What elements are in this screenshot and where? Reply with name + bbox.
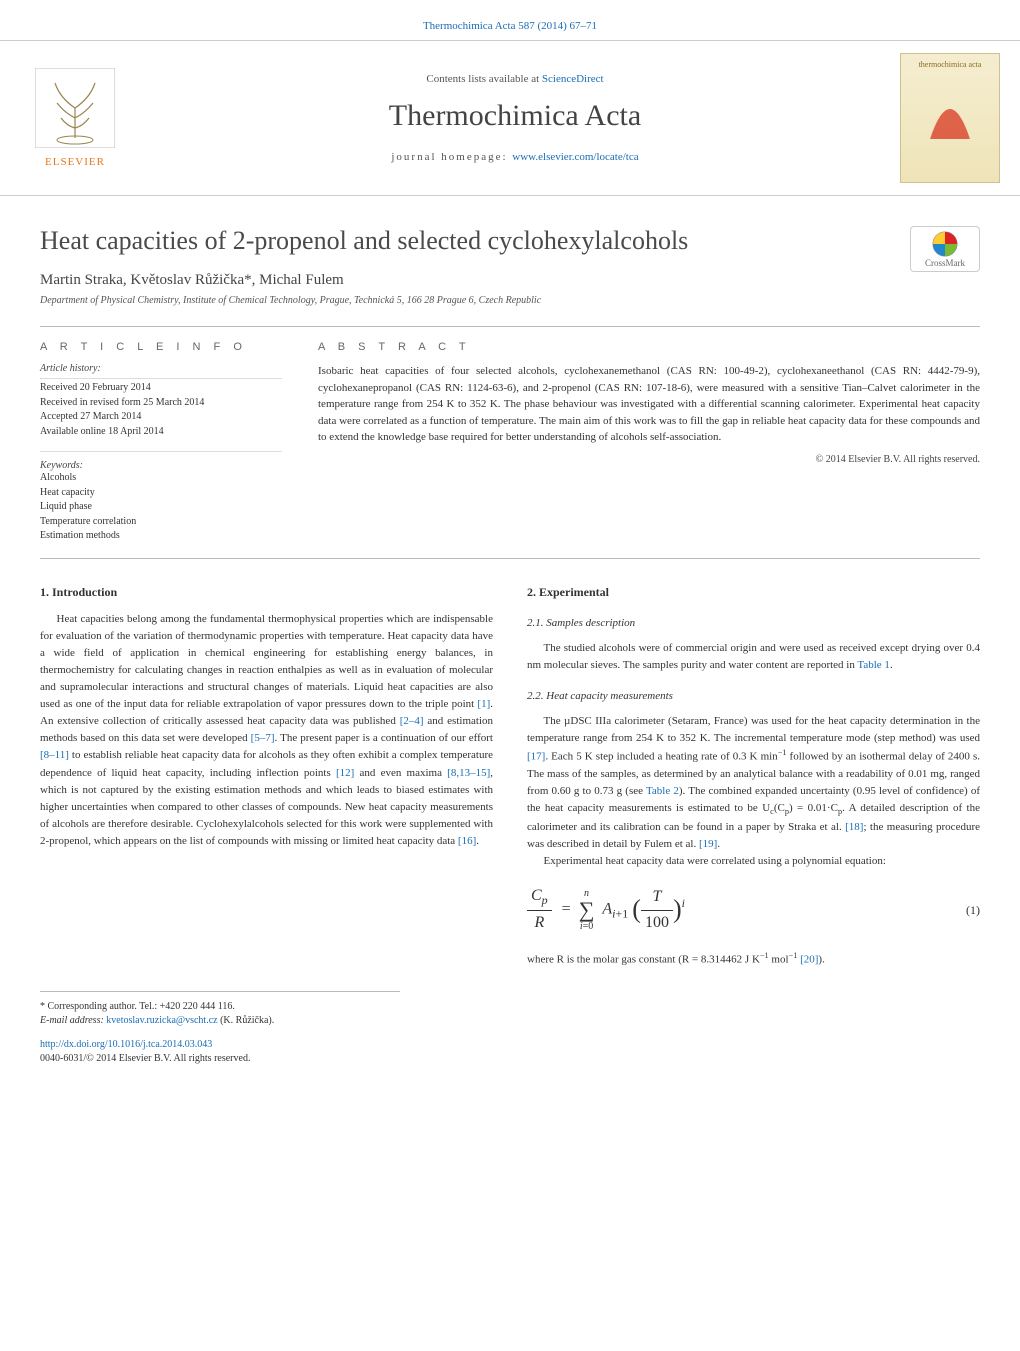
- publisher-name: ELSEVIER: [35, 156, 115, 168]
- contents-prefix: Contents lists available at: [426, 73, 541, 85]
- citation-link[interactable]: Thermochimica Acta 587 (2014) 67–71: [423, 20, 597, 32]
- left-column: 1. Introduction Heat capacities belong a…: [40, 583, 493, 969]
- right-column: 2. Experimental 2.1. Samples description…: [527, 583, 980, 969]
- journal-homepage-link[interactable]: www.elsevier.com/locate/tca: [512, 151, 638, 163]
- history-item: Accepted 27 March 2014: [40, 410, 282, 425]
- ref-link[interactable]: [8,13–15]: [447, 767, 490, 779]
- ref-link[interactable]: [12]: [336, 767, 354, 779]
- cover-art-icon: [920, 69, 980, 149]
- article-info-abstract-row: A R T I C L E I N F O Article history: R…: [40, 326, 980, 559]
- s22-paragraph-3: where R is the molar gas constant (R = 8…: [527, 950, 980, 969]
- keyword-item: Heat capacity: [40, 486, 282, 501]
- s22-paragraph-2: Experimental heat capacity data were cor…: [527, 853, 980, 870]
- article-title: Heat capacities of 2-propenol and select…: [40, 226, 688, 256]
- journal-cover-thumb: thermochimica acta: [900, 53, 1000, 183]
- abstract-heading: A B S T R A C T: [318, 341, 980, 353]
- history-item: Available online 18 April 2014: [40, 425, 282, 440]
- ref-link[interactable]: [19]: [699, 838, 717, 850]
- ref-link[interactable]: [18]: [845, 821, 863, 833]
- article-info-heading: A R T I C L E I N F O: [40, 341, 282, 353]
- history-heading: Article history:: [40, 363, 282, 379]
- masthead-center: Contents lists available at ScienceDirec…: [130, 73, 900, 163]
- keyword-item: Temperature correlation: [40, 515, 282, 530]
- corr-email-link[interactable]: kvetoslav.ruzicka@vscht.cz: [106, 1015, 217, 1026]
- keyword-item: Liquid phase: [40, 500, 282, 515]
- keywords-list: Alcohols Heat capacity Liquid phase Temp…: [40, 471, 282, 544]
- email-suffix: (K. Růžička).: [218, 1015, 275, 1026]
- s22-paragraph-1: The µDSC IIIa calorimeter (Setaram, Fran…: [527, 713, 980, 853]
- email-label: E-mail address:: [40, 1015, 106, 1026]
- doi-link[interactable]: http://dx.doi.org/10.1016/j.tca.2014.03.…: [40, 1039, 212, 1050]
- article-info-box: A R T I C L E I N F O Article history: R…: [40, 327, 300, 558]
- ref-link[interactable]: [20]: [800, 954, 818, 966]
- equation-1-body: Cp R = n ∑ i=0 Ai+1 ( T 100 )i: [527, 884, 685, 936]
- section-1-heading: 1. Introduction: [40, 583, 493, 602]
- section-2-2-heading: 2.2. Heat capacity measurements: [527, 688, 980, 705]
- keywords-heading: Keywords:: [40, 451, 282, 471]
- abstract-copyright: © 2014 Elsevier B.V. All rights reserved…: [318, 454, 980, 465]
- corresponding-author-footnote: * Corresponding author. Tel.: +420 220 4…: [40, 991, 400, 1028]
- author-list: Martin Straka, Květoslav Růžička*, Micha…: [40, 272, 980, 289]
- ref-link[interactable]: [2–4]: [400, 715, 424, 727]
- sciencedirect-link[interactable]: ScienceDirect: [542, 73, 604, 85]
- affiliation: Department of Physical Chemistry, Instit…: [40, 295, 980, 306]
- history-list: Received 20 February 2014 Received in re…: [40, 381, 282, 439]
- ref-link[interactable]: [16]: [458, 835, 476, 847]
- equation-1: Cp R = n ∑ i=0 Ai+1 ( T 100 )i (1): [527, 884, 980, 936]
- crossmark-badge[interactable]: CrossMark: [910, 226, 980, 272]
- history-item: Received 20 February 2014: [40, 381, 282, 396]
- ref-link[interactable]: [8–11]: [40, 749, 69, 761]
- ref-link[interactable]: [5–7]: [251, 732, 275, 744]
- abstract-box: A B S T R A C T Isobaric heat capacities…: [300, 327, 980, 558]
- abstract-text: Isobaric heat capacities of four selecte…: [318, 363, 980, 446]
- equation-1-number: (1): [966, 901, 980, 920]
- running-head: Thermochimica Acta 587 (2014) 67–71: [0, 0, 1020, 40]
- doi-footer: http://dx.doi.org/10.1016/j.tca.2014.03.…: [0, 1028, 1020, 1096]
- intro-paragraph: Heat capacities belong among the fundame…: [40, 611, 493, 850]
- journal-name: Thermochimica Acta: [130, 99, 900, 133]
- section-2-1-heading: 2.1. Samples description: [527, 615, 980, 632]
- homepage-prefix: journal homepage:: [391, 151, 512, 163]
- history-item: Received in revised form 25 March 2014: [40, 396, 282, 411]
- cover-title: thermochimica acta: [919, 60, 982, 69]
- crossmark-icon: [931, 230, 959, 258]
- corr-author-line: * Corresponding author. Tel.: +420 220 4…: [40, 1000, 400, 1014]
- ref-link[interactable]: [1]: [477, 698, 490, 710]
- s21-paragraph: The studied alcohols were of commercial …: [527, 640, 980, 674]
- article-front-matter: Heat capacities of 2-propenol and select…: [0, 196, 1020, 559]
- section-2-heading: 2. Experimental: [527, 583, 980, 602]
- table-link[interactable]: Table 2: [646, 785, 679, 797]
- ref-link[interactable]: [17]: [527, 751, 545, 763]
- issn-copyright-line: 0040-6031/© 2014 Elsevier B.V. All right…: [40, 1052, 980, 1066]
- body-two-column: 1. Introduction Heat capacities belong a…: [0, 559, 1020, 969]
- elsevier-tree-icon: [35, 68, 115, 148]
- keyword-item: Alcohols: [40, 471, 282, 486]
- journal-masthead: ELSEVIER Contents lists available at Sci…: [0, 40, 1020, 196]
- table-link[interactable]: Table 1: [857, 659, 890, 671]
- authors-text: Martin Straka, Květoslav Růžička*, Micha…: [40, 272, 344, 288]
- crossmark-label: CrossMark: [925, 258, 965, 268]
- publisher-logo: ELSEVIER: [20, 63, 130, 173]
- keyword-item: Estimation methods: [40, 529, 282, 544]
